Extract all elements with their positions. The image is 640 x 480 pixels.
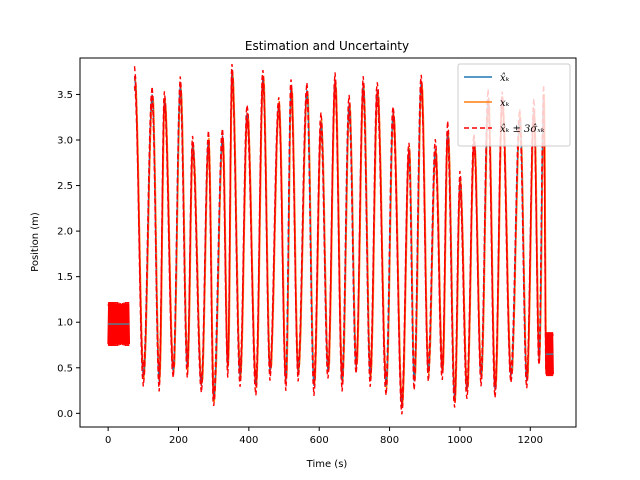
y-axis: 0.0 0.5 1.0 1.5 2.0 2.5 3.0 3.5: [57, 90, 80, 420]
x-tick-label: 1200: [518, 435, 543, 446]
y-tick-label: 0.0: [57, 409, 73, 420]
y-tick-label: 3.5: [57, 90, 73, 101]
x-tick-label: 0: [105, 435, 111, 446]
legend-truth-label: xₖ: [500, 98, 510, 109]
lower-bound-line: [545, 372, 554, 377]
lower-bound-line: [107, 342, 130, 347]
legend-bounds-label: x̂ₖ ± 3σ̂ₓₖ: [500, 124, 545, 135]
x-tick-label: 200: [169, 435, 188, 446]
legend-estimate-label: x̂ₖ: [500, 73, 510, 84]
x-tick-label: 1000: [447, 435, 472, 446]
plot-frame: [79, 57, 577, 428]
x-axis-label: Time (s): [306, 459, 348, 470]
y-tick-label: 1.5: [57, 272, 73, 283]
bounds-center-overlay: [133, 71, 547, 407]
y-axis-label: Position (m): [30, 212, 41, 272]
y-tick-label: 0.5: [57, 363, 73, 374]
legend-box: [457, 63, 571, 147]
x-tick-label: 800: [380, 435, 399, 446]
y-tick-label: 2.0: [57, 227, 73, 238]
x-axis: 0 200 400 600 800 1000 1200: [105, 427, 543, 446]
plot-area: [107, 63, 554, 415]
y-tick-label: 3.0: [57, 136, 73, 147]
upper-bound-line: [545, 332, 554, 337]
y-tick-label: 1.0: [57, 318, 73, 329]
y-tick-label: 2.5: [57, 181, 73, 192]
chart-title: Estimation and Uncertainty: [245, 39, 409, 53]
x-tick-label: 600: [310, 435, 329, 446]
upper-bound-line: [107, 302, 130, 306]
x-tick-label: 400: [239, 435, 258, 446]
legend: x̂ₖ xₖ x̂ₖ ± 3σ̂ₓₖ: [457, 63, 571, 147]
